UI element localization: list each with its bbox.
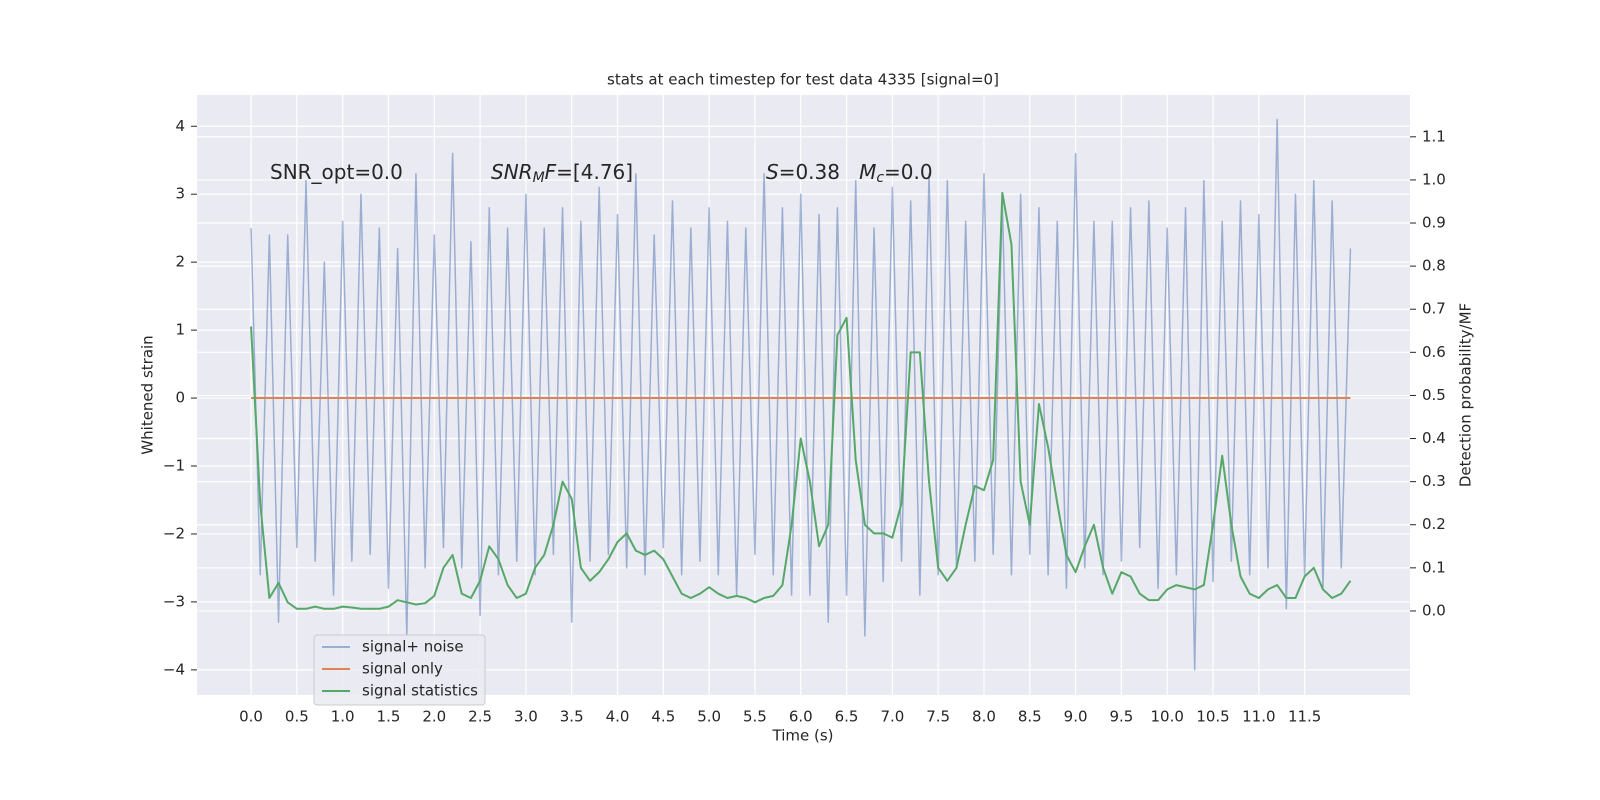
- x-tick-label: 5.5: [743, 708, 767, 726]
- y-tick-label: −2: [163, 524, 185, 542]
- y-tick-label: −1: [163, 457, 185, 475]
- x-tick-label: 2.5: [468, 708, 492, 726]
- y-axis-label: Whitened strain: [139, 335, 157, 454]
- x-axis-label: Time (s): [772, 727, 834, 745]
- x-tick-label: 10.0: [1151, 708, 1184, 726]
- x-tick-label: 0.0: [239, 708, 263, 726]
- y2-tick-label: 0.3: [1422, 472, 1446, 490]
- annotation-part: SNR: [491, 160, 533, 184]
- x-tick-label: 7.0: [880, 708, 904, 726]
- legend-box: [313, 634, 486, 706]
- y-tick-label: 2: [175, 253, 185, 271]
- y2-tick-label: 1.0: [1422, 170, 1446, 188]
- y-tick-label: −3: [163, 592, 185, 610]
- annotation-part: =0.38: [779, 160, 859, 184]
- y2-tick-label: 0.6: [1422, 343, 1446, 361]
- x-tick-label: 6.5: [835, 708, 859, 726]
- series-line: [250, 191, 1352, 610]
- x-tick-label: 6.0: [789, 708, 813, 726]
- y2-tick-label: 0.5: [1422, 386, 1446, 404]
- y2-tick-label: 1.1: [1422, 127, 1446, 145]
- annotation-part: =0.0: [884, 160, 933, 184]
- annotation: SNR_opt=0.0: [270, 160, 403, 184]
- x-tick-label: 1.5: [377, 708, 401, 726]
- x-tick-label: 5.0: [697, 708, 721, 726]
- annotation-part: M: [859, 160, 876, 184]
- y2-tick-label: 0.2: [1422, 515, 1446, 533]
- y-tick-label: −4: [163, 660, 185, 678]
- x-tick-label: 11.5: [1288, 708, 1321, 726]
- chart-title: stats at each timestep for test data 433…: [607, 71, 999, 89]
- y-tick-label: 4: [175, 117, 185, 135]
- annotation-part: F: [545, 160, 557, 184]
- x-tick-label: 4.0: [606, 708, 630, 726]
- y2-tick-label: 0.7: [1422, 300, 1446, 318]
- y-tick-label: 1: [175, 321, 185, 339]
- x-tick-label: 4.5: [651, 708, 675, 726]
- x-tick-label: 2.0: [422, 708, 446, 726]
- x-tick-label: 3.0: [514, 708, 538, 726]
- y2-tick-label: 0.1: [1422, 558, 1446, 576]
- annotation-part: S: [766, 160, 779, 184]
- y2-tick-label: 0.9: [1422, 214, 1446, 232]
- annotation: S=0.38 Mc=0.0: [766, 160, 933, 187]
- annotation-part: M: [533, 170, 545, 186]
- x-tick-label: 9.0: [1064, 708, 1088, 726]
- y-tick-label: 0: [175, 389, 185, 407]
- y2-tick-label: 0.0: [1422, 601, 1446, 619]
- x-tick-label: 1.0: [331, 708, 355, 726]
- x-tick-label: 7.5: [926, 708, 950, 726]
- y2-axis-label: Detection probability/MF: [1457, 303, 1475, 487]
- series-line: [250, 118, 1352, 671]
- annotation: SNRMF=[4.76]: [491, 160, 633, 187]
- annotation-part: SNR_opt=0.0: [270, 160, 403, 184]
- x-tick-label: 8.0: [972, 708, 996, 726]
- legend-label: signal only: [362, 660, 443, 678]
- annotation-part: c: [876, 170, 884, 186]
- x-tick-label: 0.5: [285, 708, 309, 726]
- y2-tick-label: 0.8: [1422, 257, 1446, 275]
- legend-label: signal+ noise: [362, 638, 464, 656]
- x-tick-label: 11.0: [1242, 708, 1275, 726]
- y-tick-label: 3: [175, 185, 185, 203]
- x-tick-label: 9.5: [1109, 708, 1133, 726]
- legend-label: signal statistics: [362, 682, 478, 700]
- annotation-part: =[4.76]: [556, 160, 633, 184]
- y2-tick-label: 0.4: [1422, 429, 1446, 447]
- x-tick-label: 3.5: [560, 708, 584, 726]
- x-tick-label: 10.5: [1196, 708, 1229, 726]
- x-tick-label: 8.5: [1018, 708, 1042, 726]
